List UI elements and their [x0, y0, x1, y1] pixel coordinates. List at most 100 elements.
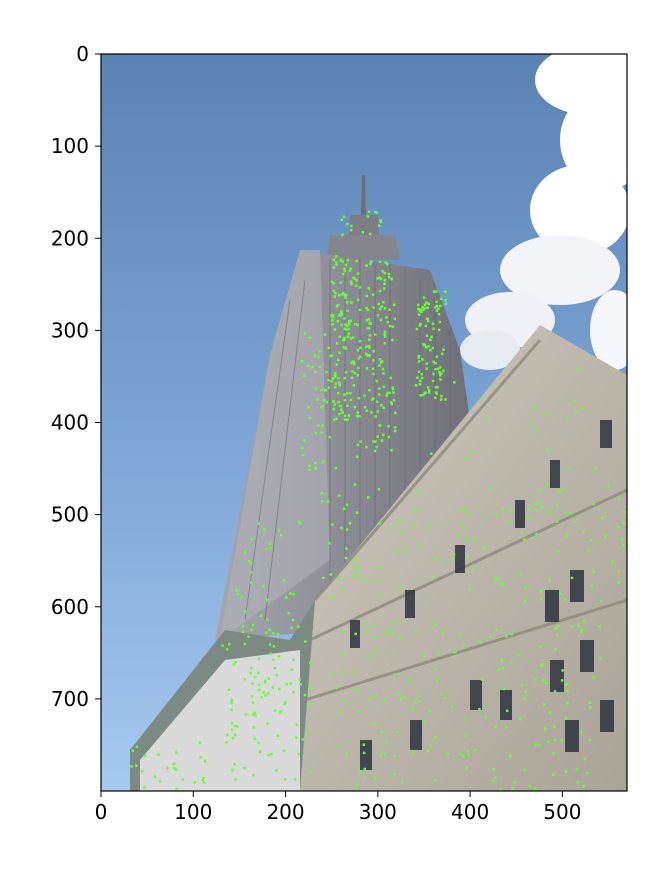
feature-point [344, 323, 347, 326]
feature-point [314, 387, 318, 390]
feature-point [339, 404, 342, 408]
feature-point [373, 636, 377, 639]
feature-point [253, 675, 257, 679]
feature-point [501, 666, 505, 670]
feature-point [343, 336, 346, 340]
feature-point [322, 460, 325, 463]
feature-point [338, 381, 341, 384]
feature-point [554, 627, 557, 630]
feature-point [379, 219, 382, 222]
feature-point [425, 317, 429, 321]
feature-point [335, 261, 338, 264]
feature-point [340, 323, 343, 327]
feature-point [393, 673, 396, 677]
feature-point [537, 743, 541, 747]
feature-point [365, 345, 368, 349]
feature-point [304, 640, 307, 643]
feature-point [383, 307, 387, 310]
feature-point [230, 708, 233, 712]
feature-point [130, 765, 133, 768]
feature-point [247, 559, 251, 563]
feature-point [309, 771, 312, 774]
feature-point [374, 210, 377, 214]
feature-point [564, 770, 568, 773]
feature-point [143, 786, 146, 789]
feature-point [392, 391, 395, 394]
feature-point [422, 654, 425, 657]
feature-point [342, 698, 346, 701]
feature-point [539, 645, 542, 648]
feature-point [372, 306, 375, 309]
y-tick-label: 300 [51, 318, 89, 342]
feature-point [324, 389, 328, 392]
feature-point [350, 224, 353, 228]
feature-point [199, 756, 202, 759]
feature-point [559, 592, 562, 596]
feature-point [336, 358, 340, 362]
feature-point [225, 741, 228, 744]
feature-point [583, 757, 587, 761]
feature-point [375, 211, 378, 214]
feature-point [276, 632, 280, 636]
feature-point [225, 733, 229, 736]
feature-point [233, 724, 237, 728]
feature-point [352, 336, 355, 339]
feature-point [506, 709, 509, 713]
feature-point [374, 693, 378, 697]
feature-point [337, 744, 341, 747]
feature-point [285, 596, 288, 599]
feature-point [580, 731, 583, 734]
feature-point [379, 220, 383, 224]
feature-point [438, 366, 442, 369]
feature-point [330, 354, 334, 357]
feature-point [356, 374, 359, 377]
feature-point [385, 740, 389, 743]
feature-point [339, 259, 343, 262]
feature-point [440, 372, 443, 375]
feature-point [443, 696, 446, 700]
feature-point [344, 556, 348, 560]
feature-point [506, 520, 509, 524]
feature-point [393, 754, 396, 758]
feature-point [372, 440, 375, 443]
feature-point [344, 371, 348, 374]
feature-point [330, 280, 334, 283]
feature-point [365, 264, 368, 267]
feature-point [308, 464, 311, 467]
feature-point [349, 228, 353, 232]
feature-point [542, 678, 545, 682]
feature-point [418, 490, 421, 493]
feature-point [365, 318, 369, 322]
feature-point [583, 529, 586, 533]
feature-point [236, 593, 240, 596]
feature-point [249, 562, 252, 565]
feature-point [545, 447, 549, 451]
feature-point [545, 412, 549, 415]
feature-point [357, 357, 361, 360]
feature-point [393, 317, 396, 321]
feature-point [377, 302, 381, 306]
feature-point [394, 411, 397, 415]
feature-point [439, 374, 442, 377]
feature-point [253, 737, 257, 740]
feature-point [334, 466, 337, 470]
feature-point [356, 411, 360, 414]
feature-point [359, 440, 362, 443]
feature-point [266, 722, 269, 725]
feature-point [523, 587, 527, 590]
feature-point [391, 338, 394, 342]
feature-point [617, 525, 620, 529]
feature-point [494, 512, 497, 516]
feature-point [368, 388, 371, 392]
feature-point [481, 397, 484, 400]
feature-point [227, 688, 231, 691]
feature-point [437, 307, 440, 311]
feature-point [509, 754, 512, 758]
feature-point [553, 725, 556, 728]
feature-point [423, 720, 426, 724]
feature-point [554, 648, 557, 651]
feature-point [335, 417, 338, 421]
feature-point [340, 411, 344, 414]
feature-point [328, 542, 331, 545]
feature-point [437, 328, 441, 332]
